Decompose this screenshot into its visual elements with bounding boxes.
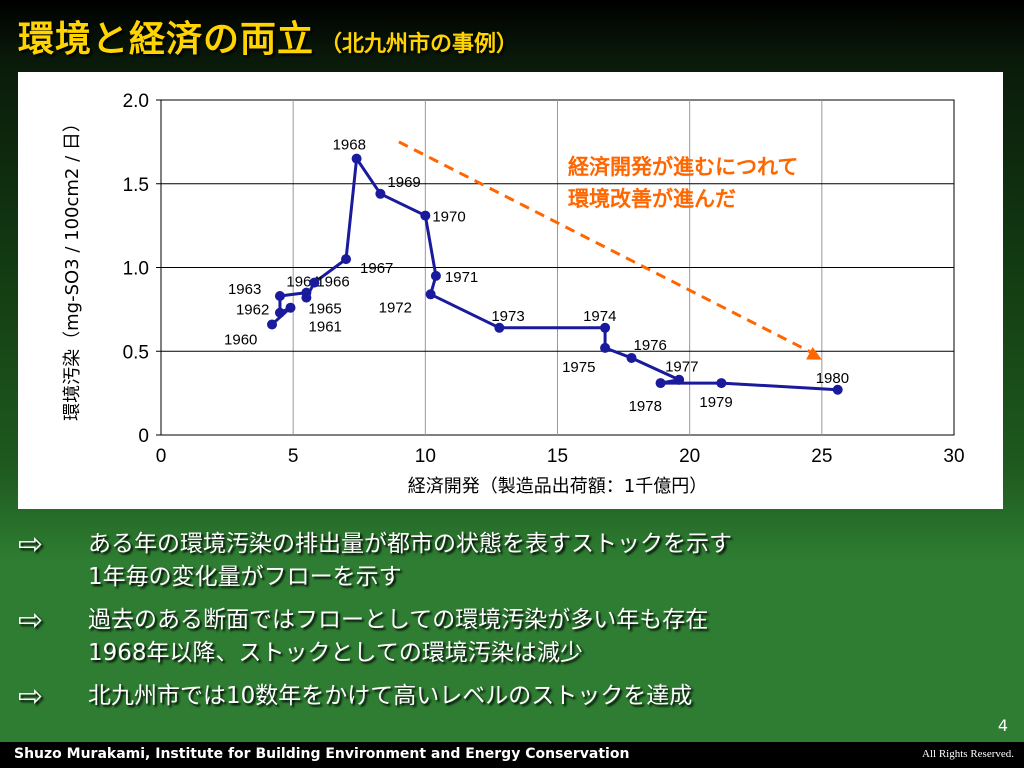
data-point: [626, 352, 637, 363]
data-point-year-label: 1978: [629, 398, 662, 415]
x-tick-label: 10: [415, 446, 436, 467]
data-point: [600, 322, 611, 333]
pollution-vs-economy-chart: 0 5 10 15 20 25 30 0 0.5 1.0 1.5 2.0 経済開発（製造品出荷額：1千億…: [62, 91, 965, 497]
footer-rights: All Rights Reserved.: [922, 748, 1014, 760]
data-point: [267, 319, 278, 330]
footer-bar: Shuzo Murakami, Institute for Building E…: [0, 742, 1024, 768]
data-point-year-label: 1973: [491, 308, 524, 325]
bullet-arrow-icon: ⇨: [18, 679, 44, 714]
data-point-year-label: 1962: [236, 302, 269, 319]
data-point: [600, 342, 611, 353]
data-point: [274, 307, 285, 318]
data-point-year-label: 1970: [432, 209, 465, 226]
x-tick-label: 30: [943, 446, 964, 467]
bullet-item: ⇨ 過去のある断面ではフローとしての環境汚染が多い年も存在 1968年以降、ストック…: [18, 604, 1004, 670]
data-point: [309, 277, 320, 288]
data-point-year-label: 1971: [445, 269, 478, 286]
data-point-year-label: 1976: [634, 337, 667, 354]
trend-annotation: 経済開発が進むにつれて: [568, 155, 798, 179]
x-tick-label: 20: [679, 446, 700, 467]
bullet-text: 北九州市では10数年をかけて高いレベルのストックを達成: [88, 683, 693, 709]
x-tick-label: 15: [547, 446, 568, 467]
data-point-year-label: 1979: [699, 394, 732, 411]
data-point: [274, 290, 285, 301]
chart-panel: 0 5 10 15 20 25 30 0 0.5 1.0 1.5 2.0 経済開発（製造品出荷額：1千億…: [18, 72, 1003, 509]
data-point-year-label: 1965: [308, 301, 341, 318]
data-point-year-label: 1968: [333, 137, 366, 154]
bullet-text: 1年毎の変化量がフローを示す: [88, 564, 402, 590]
bullet-text: 1968年以降、ストックとしての環境汚染は減少: [88, 640, 583, 666]
data-point: [655, 378, 666, 389]
data-point-year-label: 1967: [360, 260, 393, 277]
data-point: [430, 270, 441, 281]
data-point-year-label: 1980: [816, 370, 849, 387]
data-point: [301, 292, 312, 303]
slide-title: 環境と経済の両立: [18, 19, 315, 60]
trend-arrow-line: [398, 140, 815, 355]
data-point-year-label: 1975: [562, 359, 595, 376]
bullet-list: ⇨ ある年の環境汚染の排出量が都市の状態を表すストックを示す 1年毎の変化量がフロー…: [18, 528, 1004, 723]
y-axis-title: 環境汚染（mg-SO3 / 100cm2 / 日）: [62, 114, 83, 421]
y-tick-label: 0: [138, 426, 149, 447]
data-point: [375, 188, 386, 199]
data-point-year-label: 1963: [228, 281, 261, 298]
bullet-text: 過去のある断面ではフローとしての環境汚染が多い年も存在: [88, 607, 709, 633]
x-tick-label: 25: [811, 446, 832, 467]
trend-annotation: 環境改善が進んだ: [568, 187, 736, 211]
data-point: [716, 378, 727, 389]
bullet-arrow-icon: ⇨: [18, 527, 44, 562]
slide-subtitle: （北九州市の事例）: [320, 32, 519, 57]
data-point-year-label: 1969: [387, 174, 420, 191]
y-tick-label: 2.0: [123, 91, 149, 112]
data-point: [674, 374, 685, 385]
bullet-text: ある年の環境汚染の排出量が都市の状態を表すストックを示す: [88, 531, 732, 557]
data-point-year-label: 1974: [583, 308, 616, 325]
page-number: 4: [997, 716, 1008, 735]
data-point: [420, 210, 431, 221]
data-point-year-label: 1961: [309, 319, 342, 336]
data-point: [494, 322, 505, 333]
data-point: [425, 289, 436, 300]
bullet-item: ⇨ ある年の環境汚染の排出量が都市の状態を表すストックを示す 1年毎の変化量がフロー…: [18, 528, 1004, 594]
y-tick-label: 0.5: [123, 342, 149, 363]
slide-title-block: 環境と経済の両立 （北九州市の事例）: [18, 10, 518, 62]
bullet-arrow-icon: ⇨: [18, 603, 44, 638]
data-point: [341, 254, 352, 265]
bullet-item: ⇨ 北九州市では10数年をかけて高いレベルのストックを達成: [18, 680, 1004, 713]
data-point-year-label: 1966: [316, 274, 349, 291]
y-tick-label: 1.5: [123, 175, 149, 196]
footer-author: Shuzo Murakami, Institute for Building E…: [14, 746, 630, 762]
trend-arrow-head-icon: [806, 346, 822, 360]
y-tick-label: 1.0: [123, 259, 149, 280]
x-tick-label: 5: [288, 446, 299, 467]
data-point: [285, 302, 296, 313]
x-axis-title: 経済開発（製造品出荷額：1千億円）: [408, 476, 707, 497]
data-point: [351, 153, 362, 164]
data-point-year-label: 1960: [224, 331, 257, 348]
x-tick-label: 0: [156, 446, 167, 467]
data-point-year-label: 1977: [665, 359, 698, 376]
data-point: [832, 384, 843, 395]
data-point-year-label: 1972: [379, 299, 412, 316]
